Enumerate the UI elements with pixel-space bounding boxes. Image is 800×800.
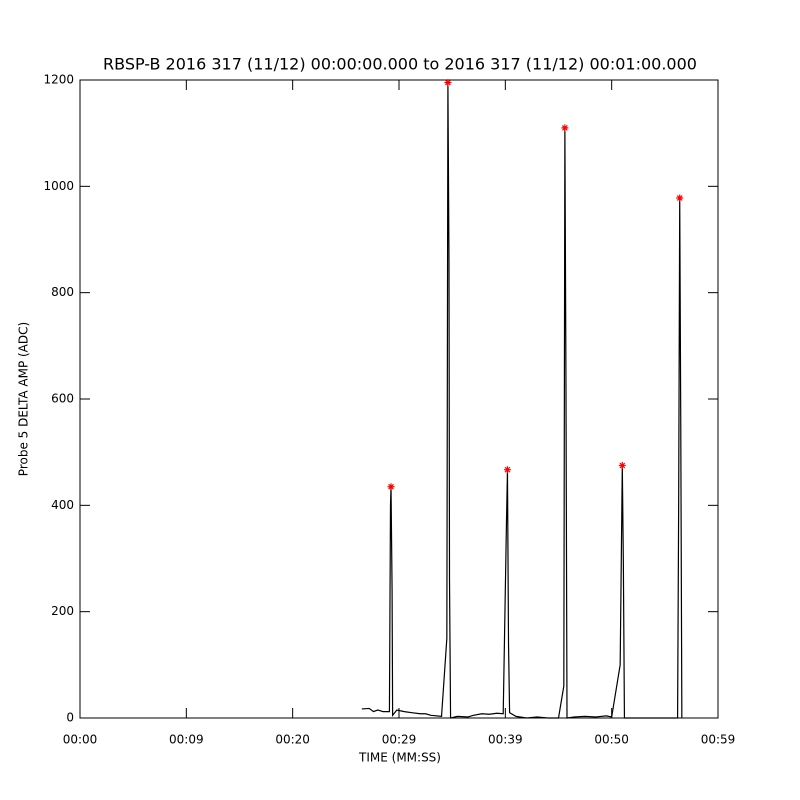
y-tick-label: 800 [51,285,74,299]
peak-marker [676,194,684,202]
y-tick-label: 1000 [43,179,74,193]
y-axis-label: Probe 5 DELTA AMP (ADC) [17,322,31,476]
peak-marker [618,461,626,469]
x-tick-label: 00:29 [382,733,417,747]
peak-marker [387,483,395,491]
y-tick-label: 0 [66,711,74,725]
y-tick-label: 400 [51,498,74,512]
x-tick-label: 00:39 [488,733,523,747]
peak-marker [561,124,569,132]
x-tick-label: 00:09 [169,733,204,747]
x-tick-label: 00:50 [594,733,629,747]
y-tick-label: 600 [51,392,74,406]
x-tick-label: 00:59 [701,733,736,747]
x-tick-label: 00:00 [63,733,98,747]
x-axis-label: TIME (MM:SS) [358,751,441,765]
y-tick-label: 1200 [43,73,74,87]
peak-marker [503,466,511,474]
x-tick-label: 00:20 [275,733,310,747]
chart-title: RBSP-B 2016 317 (11/12) 00:00:00.000 to … [103,55,697,74]
peak-marker [444,79,452,87]
data-line [361,82,683,719]
y-tick-label: 200 [51,604,74,618]
